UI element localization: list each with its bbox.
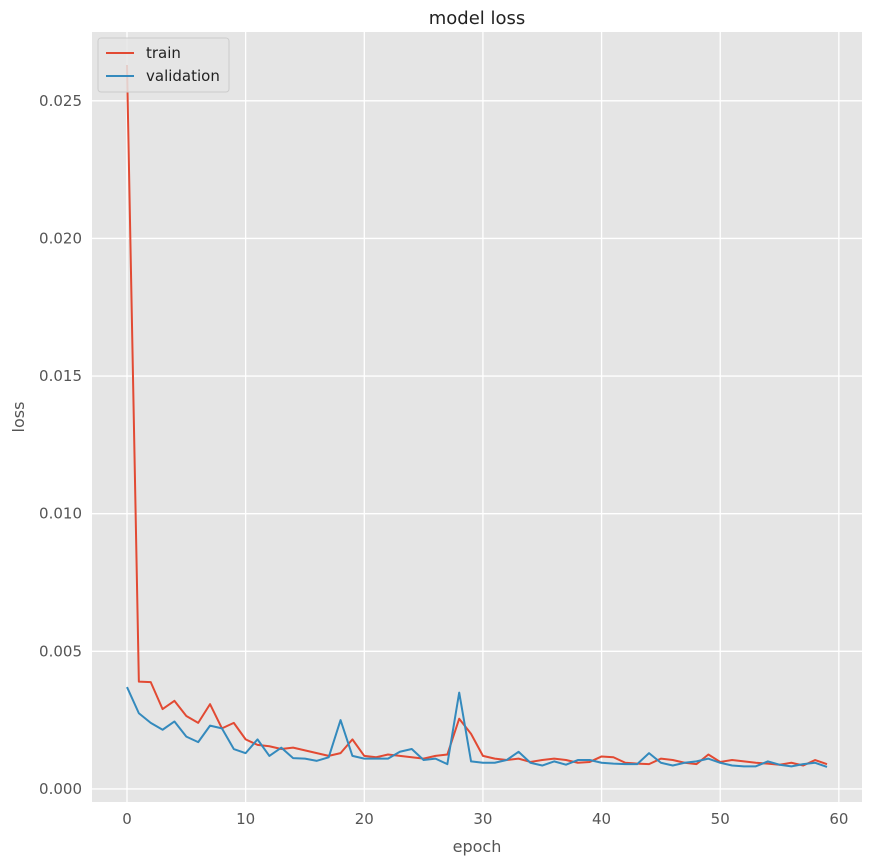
x-tick-label: 40	[592, 810, 611, 828]
y-tick-label: 0.015	[39, 367, 82, 385]
chart-title: model loss	[429, 8, 526, 29]
x-tick-label: 20	[355, 810, 374, 828]
y-tick-label: 0.010	[39, 505, 82, 523]
x-tick-label: 60	[829, 810, 848, 828]
x-tick-label: 10	[236, 810, 255, 828]
y-tick-label: 0.000	[39, 780, 82, 798]
y-tick-label: 0.020	[39, 229, 82, 247]
y-tick-label: 0.005	[39, 642, 82, 660]
x-tick-label: 0	[122, 810, 132, 828]
legend-box	[97, 37, 230, 93]
x-tick-labels: 0 10 20 30 40 50 60	[122, 810, 848, 828]
series-line-train	[126, 65, 828, 767]
x-axis-label: epoch	[453, 837, 502, 856]
y-tick-labels: 0.000 0.005 0.010 0.015 0.020 0.025	[39, 92, 82, 798]
plot-background	[92, 32, 862, 802]
series-lines	[126, 65, 828, 768]
legend: train validation	[97, 37, 230, 93]
legend-label-validation: validation	[146, 67, 220, 85]
series-line-validation	[126, 686, 828, 768]
grid-lines	[92, 32, 862, 802]
y-tick-label: 0.025	[39, 92, 82, 110]
x-tick-label: 30	[473, 810, 492, 828]
x-tick-label: 50	[711, 810, 730, 828]
y-axis-label: loss	[9, 402, 28, 433]
legend-label-train: train	[146, 44, 181, 62]
